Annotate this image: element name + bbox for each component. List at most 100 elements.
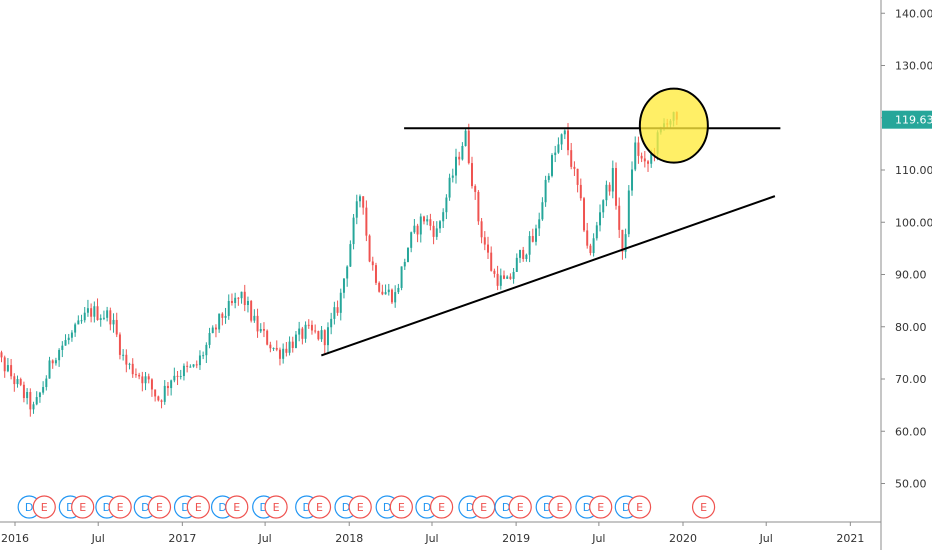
candle: [525, 253, 528, 262]
drawings-layer[interactable]: [321, 87, 781, 357]
candle-body: [163, 385, 166, 402]
earnings-marker-circle[interactable]: [691, 495, 716, 519]
earnings-marker-label: E: [117, 501, 124, 514]
earnings-marker-circle[interactable]: [307, 495, 332, 519]
candle-body: [445, 197, 448, 213]
candle-body: [643, 158, 646, 162]
earnings-marker[interactable]: E: [348, 495, 372, 519]
candle: [112, 313, 115, 333]
candle: [125, 349, 128, 373]
earnings-marker-label: E: [398, 501, 405, 514]
highlight-circle[interactable]: [638, 87, 709, 164]
candle: [586, 222, 589, 249]
earnings-marker-circle[interactable]: [429, 495, 454, 519]
earnings-marker-circle[interactable]: [508, 495, 532, 519]
candle: [19, 377, 22, 387]
earnings-marker-circle[interactable]: [348, 495, 372, 519]
earnings-marker[interactable]: E: [307, 495, 332, 519]
earnings-marker-label: E: [700, 501, 707, 514]
candle-body: [317, 331, 320, 340]
candle: [602, 199, 605, 218]
candle: [579, 178, 582, 201]
candle: [634, 136, 637, 172]
earnings-marker-circle[interactable]: [147, 495, 172, 519]
earnings-marker[interactable]: E: [627, 495, 652, 519]
candle-body: [650, 153, 653, 164]
candle-body: [70, 332, 73, 338]
candle: [378, 281, 381, 293]
candle-body: [61, 345, 64, 350]
candle: [250, 299, 253, 323]
price-axis[interactable]: 50.0060.0070.0080.0090.00100.00110.00120…: [880, 0, 932, 550]
earnings-marker-circle[interactable]: [548, 495, 572, 519]
time-axis[interactable]: 2016 Jul 2017 Jul 2018 Jul 2019 Jul 2020 Jul 2021: [0, 521, 881, 545]
earnings-marker[interactable]: E: [147, 495, 172, 519]
candle-body: [618, 205, 621, 230]
earnings-marker-circle[interactable]: [32, 495, 56, 519]
earnings-marker[interactable]: E: [589, 495, 613, 519]
earnings-marker-label: E: [195, 501, 202, 514]
earnings-marker[interactable]: E: [108, 495, 132, 519]
candle: [595, 221, 598, 241]
candle-body: [525, 254, 528, 260]
time-tick-label: Jul: [424, 532, 438, 545]
earnings-marker-circle[interactable]: [71, 495, 95, 519]
candle-body: [282, 348, 285, 359]
candle: [480, 218, 483, 244]
candle: [99, 314, 102, 327]
earnings-marker-circle[interactable]: [108, 495, 132, 519]
earnings-marker-circle[interactable]: [264, 495, 288, 519]
earnings-marker-circle[interactable]: [225, 495, 249, 519]
candle-body: [544, 179, 547, 203]
earnings-marker[interactable]: E: [472, 495, 496, 519]
earnings-marker[interactable]: E: [389, 495, 413, 519]
candle: [599, 204, 602, 232]
earnings-marker[interactable]: E: [32, 495, 56, 519]
candle-body: [435, 228, 438, 237]
candle-body: [432, 225, 435, 237]
earnings-marker-circle[interactable]: [627, 495, 652, 519]
candle: [195, 360, 198, 369]
candle-body: [371, 261, 374, 266]
candle: [134, 368, 137, 378]
earnings-marker[interactable]: E: [186, 495, 210, 519]
support-trendline[interactable]: [321, 195, 776, 357]
candle: [349, 240, 352, 267]
candle: [467, 123, 470, 165]
earnings-marker-label: E: [557, 501, 564, 514]
earnings-marker[interactable]: E: [225, 495, 249, 519]
candle-body: [384, 292, 387, 295]
candle-body: [336, 307, 339, 313]
candle: [342, 278, 345, 299]
candle-body: [394, 292, 397, 303]
candle-body: [576, 168, 579, 185]
earnings-marker-circle[interactable]: [589, 495, 613, 519]
candle: [35, 391, 38, 406]
earnings-marker-circle[interactable]: [186, 495, 210, 519]
earnings-marker[interactable]: E: [508, 495, 532, 519]
candle-body: [374, 265, 377, 283]
dividend-marker-label: D: [383, 501, 391, 514]
candles-layer: [0, 111, 678, 417]
candle: [310, 320, 313, 335]
candle-body: [154, 389, 157, 397]
candle-body: [519, 249, 521, 258]
earnings-marker[interactable]: E: [429, 495, 454, 519]
candle: [90, 303, 93, 323]
candle: [307, 319, 310, 329]
earnings-marker[interactable]: E: [264, 495, 288, 519]
earnings-marker-circle[interactable]: [389, 495, 413, 519]
candle-body: [583, 198, 586, 231]
earnings-marker[interactable]: E: [71, 495, 95, 519]
earnings-marker[interactable]: E: [548, 495, 572, 519]
candle-body: [503, 275, 505, 279]
current-price-label[interactable]: 119.63: [882, 110, 932, 129]
candle-body: [269, 344, 272, 349]
candle-body: [246, 301, 249, 306]
earnings-marker[interactable]: E: [691, 495, 716, 519]
candle-body: [243, 291, 246, 306]
candle: [141, 371, 144, 392]
dividend-marker-label: D: [466, 501, 474, 514]
